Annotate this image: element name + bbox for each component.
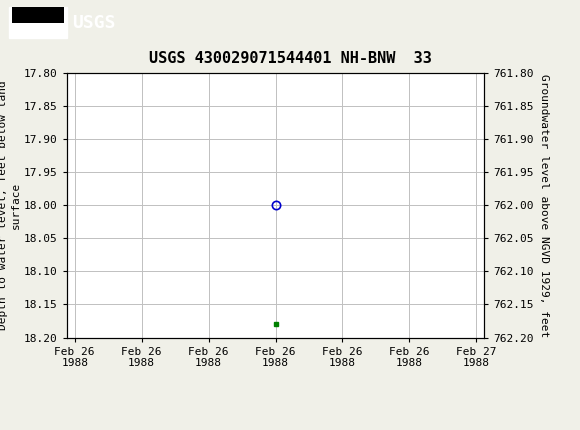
Legend: Period of approved data: Period of approved data bbox=[178, 429, 373, 430]
Y-axis label: Groundwater level above NGVD 1929, feet: Groundwater level above NGVD 1929, feet bbox=[539, 74, 549, 337]
Text: USGS 430029071544401 NH-BNW  33: USGS 430029071544401 NH-BNW 33 bbox=[148, 51, 432, 66]
Text: USGS: USGS bbox=[72, 14, 116, 31]
Y-axis label: Depth to water level, feet below land
surface: Depth to water level, feet below land su… bbox=[0, 80, 21, 330]
Bar bbox=[9, 7, 67, 38]
Bar bbox=[12, 7, 64, 22]
